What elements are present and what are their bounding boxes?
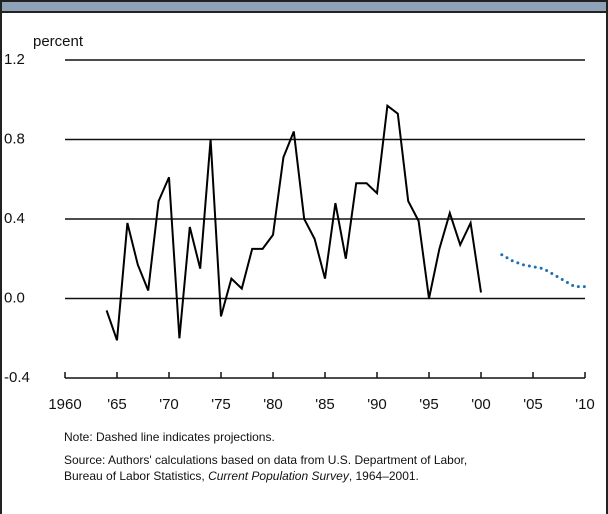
- x-tick-label: '85: [315, 396, 335, 413]
- data-line: [500, 253, 587, 289]
- y-tick-label: 0.8: [4, 130, 25, 147]
- x-tick-label: '95: [419, 396, 439, 413]
- y-tick-label: 1.2: [4, 51, 25, 68]
- y-tick-label: -0.4: [4, 369, 30, 386]
- x-tick-label: '10: [575, 396, 595, 413]
- source-title: Current Population Survey: [208, 469, 349, 483]
- x-tick-label: 1960: [48, 396, 81, 413]
- data-line: [105, 103, 482, 341]
- source: Source: Authors' calculations based on d…: [64, 453, 468, 467]
- x-tick-label: '75: [211, 396, 231, 413]
- x-tick-label: '70: [159, 396, 179, 413]
- source-text: Bureau of Labor Statistics,: [64, 469, 209, 483]
- header-bar: [0, 0, 608, 13]
- y-axis-label: percent: [33, 33, 84, 50]
- note: Note: Dashed line indicates projections.: [64, 430, 275, 444]
- x-tick-label: '80: [263, 396, 283, 413]
- y-tick-label: 0.4: [4, 210, 25, 227]
- x-tick-label: '65: [107, 396, 127, 413]
- x-tick-label: '00: [471, 396, 491, 413]
- x-tick-label: '90: [367, 396, 387, 413]
- y-tick-label: 0.0: [4, 289, 25, 306]
- x-tick-label: '05: [523, 396, 543, 413]
- source: Bureau of Labor Statistics, Current Popu…: [64, 469, 419, 483]
- source-text: , 1964–2001.: [348, 469, 419, 483]
